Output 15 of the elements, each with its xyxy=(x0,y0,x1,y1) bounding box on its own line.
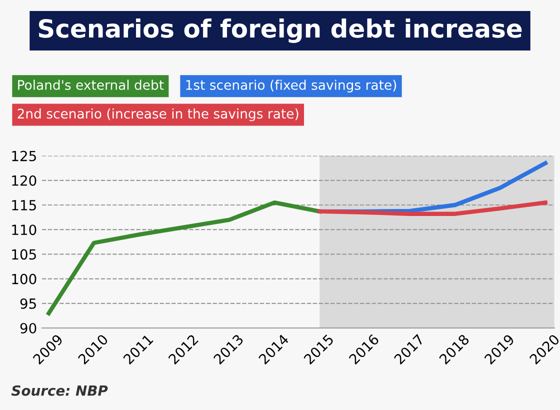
y-tick-label: 110 xyxy=(12,224,36,236)
line-series xyxy=(46,200,322,316)
y-tick-label: 100 xyxy=(12,274,36,284)
y-tick-label: 90 xyxy=(20,322,36,334)
text: Poland's external debt xyxy=(18,80,164,90)
text: 1st scenario (fixed savings rate) xyxy=(186,80,396,92)
chart-title: Scenarios of foreign debt increase xyxy=(38,18,522,43)
source-note: Source: NBP xyxy=(11,385,108,396)
y-tick-label: 115 xyxy=(12,200,36,210)
y-tick-label: 125 xyxy=(12,150,36,162)
y-tick-label: 105 xyxy=(12,249,36,260)
line-series xyxy=(318,200,548,216)
y-tick-label: 95 xyxy=(20,298,36,309)
text: 2nd scenario (increase in the savings rate) xyxy=(18,108,298,122)
y-tick-label: 120 xyxy=(12,175,36,186)
